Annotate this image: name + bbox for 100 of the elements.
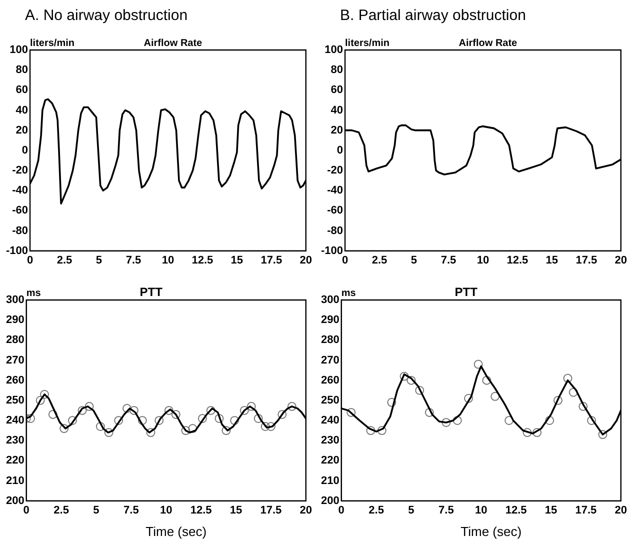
x-tick-label: 15	[230, 254, 244, 266]
point	[532, 428, 542, 438]
chart-title: A. No airway obstruction	[25, 7, 188, 24]
y-tick-label: 210	[6, 474, 24, 487]
y-tick-label: 300	[320, 294, 340, 306]
y-tick-label: 80	[330, 64, 344, 76]
point	[464, 394, 474, 403]
x-tick-label: 20	[300, 504, 312, 516]
point	[377, 426, 386, 436]
point	[442, 418, 451, 427]
point	[68, 416, 77, 425]
y-tick-label: 260	[320, 374, 340, 386]
point	[452, 416, 462, 425]
y-axis-title: ms	[26, 288, 42, 299]
x-tick-label: 2.5	[56, 254, 72, 266]
x-tick-label: 10	[474, 504, 488, 516]
y-tick-label: 200	[6, 494, 24, 507]
point	[568, 388, 578, 397]
point	[578, 402, 588, 411]
y-tick-label: 300	[6, 294, 24, 306]
x-tick-label: 2.5	[372, 254, 388, 266]
y-tick-label: -40	[327, 184, 344, 197]
point	[230, 416, 240, 425]
point	[260, 422, 270, 432]
y-tick-label: 80	[16, 64, 28, 76]
y-axis-title: liters/min	[30, 38, 74, 49]
point	[48, 410, 58, 419]
x-tick-label: 12.5	[506, 254, 528, 266]
y-tick-label: 230	[6, 434, 24, 447]
point	[266, 422, 276, 432]
y-tick-label: 250	[320, 394, 340, 406]
y-tick-label: 290	[6, 314, 24, 326]
y-tick-label: -100	[320, 244, 344, 257]
x-tick-label: 17.5	[575, 504, 597, 516]
point	[474, 360, 483, 369]
point	[114, 416, 124, 425]
point	[171, 410, 180, 419]
y-tick-label: 40	[16, 104, 28, 116]
y-tick-label: 280	[6, 334, 24, 346]
y-tick-label: 40	[330, 104, 344, 116]
y-tick-label: 20	[16, 124, 28, 136]
y-tick-label: 220	[320, 454, 340, 467]
point	[400, 372, 409, 381]
y-axis-title: ms	[341, 288, 356, 299]
x-tick-label: 20	[614, 254, 628, 266]
point	[78, 406, 87, 415]
point	[138, 416, 147, 425]
point	[146, 428, 156, 438]
y-tick-label: -60	[327, 204, 344, 217]
y-tick-label: 100	[10, 44, 28, 56]
chart-subtitle: Airflow Rate	[458, 38, 518, 49]
y-tick-label: 200	[320, 494, 340, 507]
point	[387, 398, 396, 407]
chart-title: B. Partial airway obstruction	[340, 7, 526, 24]
chart-subtitle: Airflow Rate	[144, 38, 203, 49]
point	[36, 396, 45, 405]
x-tick-label: 17.5	[260, 254, 282, 266]
y-tick-label: 20	[330, 124, 344, 136]
y-tick-label: 270	[6, 354, 24, 366]
point	[254, 414, 263, 423]
x-tick-label: 12.5	[505, 504, 527, 516]
y-tick-label: 290	[320, 314, 340, 326]
chart-title: PTT	[454, 285, 478, 299]
point	[563, 374, 572, 383]
x-axis-title: Time (sec)	[146, 524, 207, 539]
point	[424, 408, 434, 417]
point	[164, 406, 174, 415]
y-tick-label: 240	[320, 414, 340, 427]
y-tick-label: -60	[12, 204, 28, 217]
point	[587, 416, 596, 425]
x-tick-label: 20	[614, 504, 628, 516]
x-tick-label: 7.5	[440, 254, 456, 266]
x-tick-label: 12.5	[190, 504, 212, 516]
x-tick-label: 15	[546, 254, 558, 266]
point	[84, 402, 94, 411]
point	[198, 414, 207, 423]
y-tick-label: -20	[12, 164, 28, 177]
y-tick-label: 280	[320, 334, 340, 346]
point	[545, 416, 554, 425]
point	[598, 430, 608, 440]
point	[490, 392, 500, 401]
point	[154, 416, 164, 425]
y-tick-label: 210	[320, 474, 340, 487]
point	[60, 424, 69, 434]
y-tick-label: 0	[22, 144, 28, 156]
x-tick-label: 10	[162, 254, 174, 266]
x-tick-label: 2.5	[368, 504, 384, 516]
point	[206, 406, 216, 415]
y-tick-label: 240	[6, 414, 24, 427]
x-tick-label: 7.5	[126, 254, 142, 266]
point	[129, 406, 138, 415]
x-tick-label: 2.5	[54, 504, 69, 516]
y-tick-label: -20	[327, 164, 344, 177]
y-tick-label: 60	[16, 84, 28, 96]
point	[553, 396, 562, 405]
x-tick-label: 5	[410, 254, 418, 266]
x-tick-label: 15	[544, 504, 558, 516]
y-tick-label: -80	[12, 224, 28, 237]
x-axis-title: Time (sec)	[460, 524, 522, 539]
point	[366, 426, 376, 436]
